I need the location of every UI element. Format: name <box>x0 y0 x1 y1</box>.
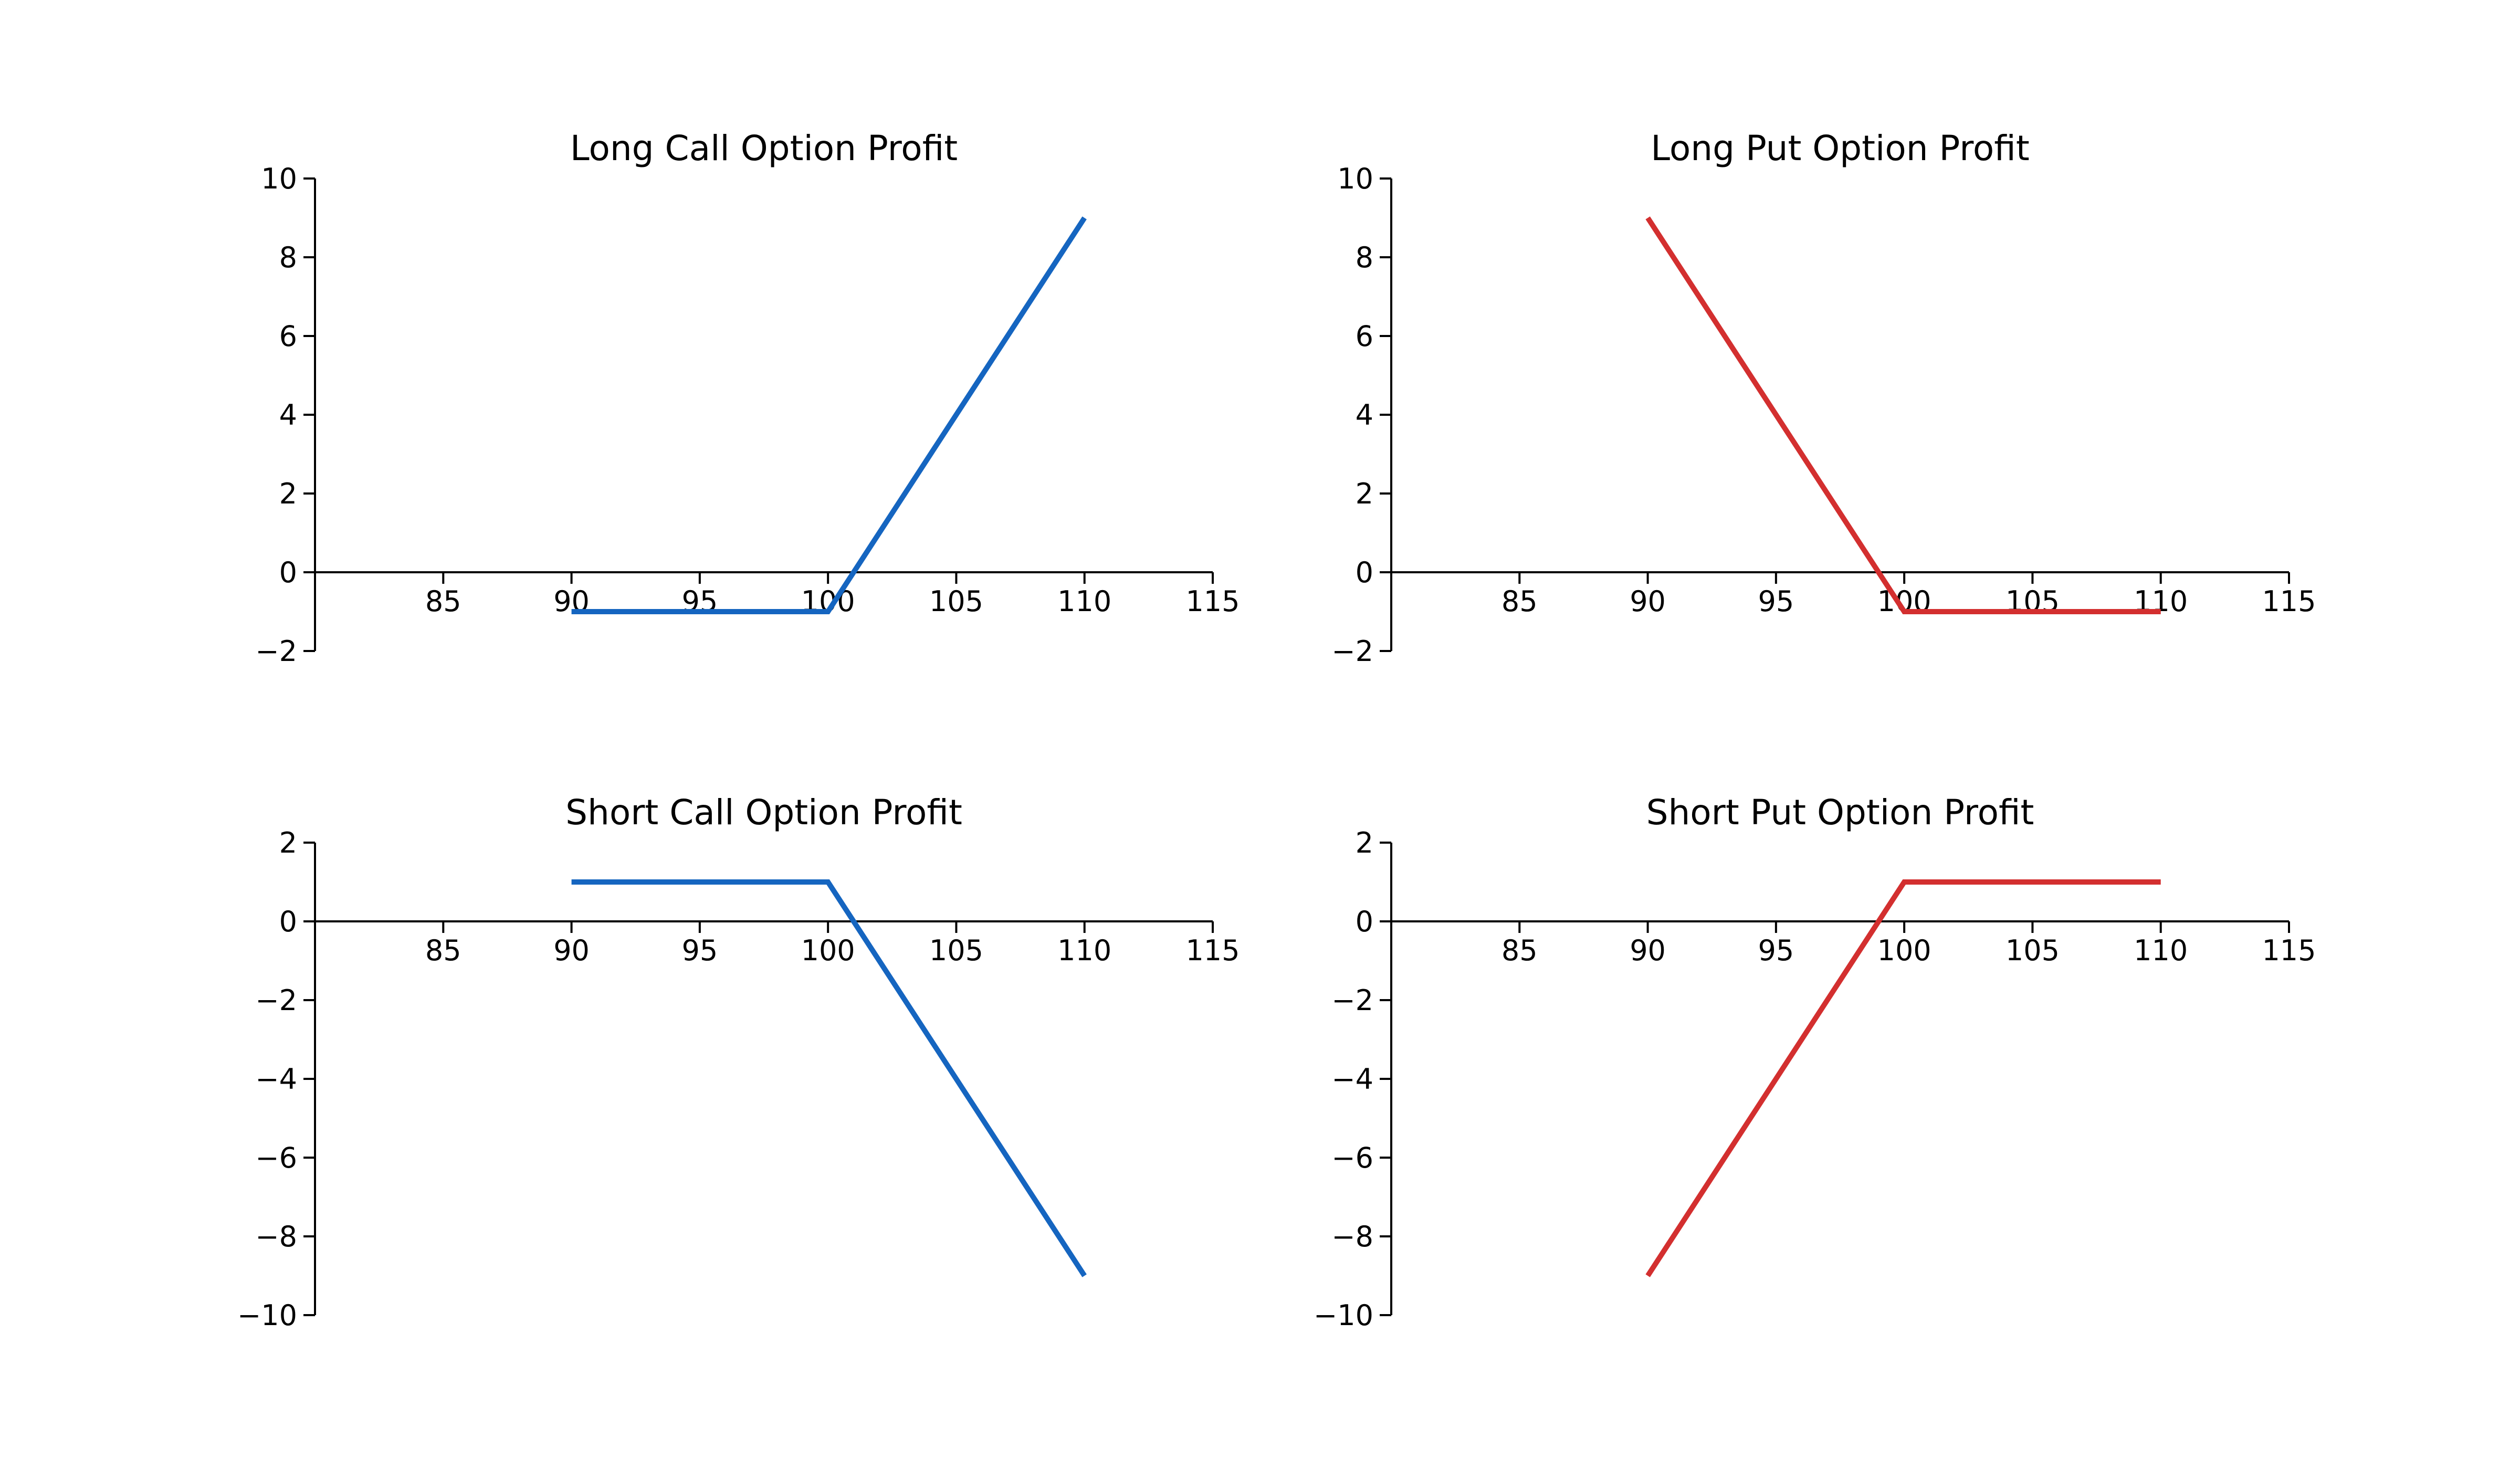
y-tick-label: 4 <box>279 398 297 432</box>
x-tick-label: 110 <box>1057 585 1111 618</box>
x-tick-label: 85 <box>1502 934 1538 967</box>
x-tick-label: 85 <box>425 934 461 967</box>
y-tick-label: 2 <box>1356 826 1373 859</box>
chart-panel-short-call: Short Call Option Profit −10 −8 −6 −4 −2 0 2 85… <box>237 792 1240 1332</box>
x-tick-label: 90 <box>553 934 590 967</box>
x-tick-label: 90 <box>1630 585 1666 618</box>
chart-title: Short Call Option Profit <box>565 792 962 833</box>
y-tick-label: −6 <box>1331 1141 1373 1174</box>
x-tick-label: 85 <box>425 585 461 618</box>
y-tick-label: −4 <box>255 1063 297 1096</box>
x-tick-label: 100 <box>1877 934 1931 967</box>
y-tick-label: −2 <box>1331 635 1373 668</box>
profit-line <box>1645 216 2161 614</box>
x-tick-label: 115 <box>1185 934 1240 967</box>
chart-panel-short-put: Short Put Option Profit −10 −8 −6 −4 −2 0 2 85 9… <box>1314 792 2316 1332</box>
y-tick-label: −6 <box>255 1141 297 1174</box>
x-tick-label: 100 <box>801 934 855 967</box>
y-tick-label: −8 <box>255 1220 297 1253</box>
y-tick-label: 6 <box>279 320 297 353</box>
x-tick-label: 105 <box>929 934 983 967</box>
x-tick-label: 85 <box>1502 585 1538 618</box>
x-tick-label: 115 <box>1185 585 1240 618</box>
y-tick-label: −10 <box>237 1299 297 1332</box>
y-tick-label: 8 <box>1356 241 1373 274</box>
y-tick-label: −10 <box>1314 1299 1373 1332</box>
x-tick-label: 90 <box>1630 934 1666 967</box>
y-tick-label: 0 <box>279 905 297 938</box>
chart-title: Long Put Option Profit <box>1651 128 2029 169</box>
y-tick-label: 2 <box>279 826 297 859</box>
profit-line <box>571 879 1087 1277</box>
y-tick-label: −2 <box>255 984 297 1017</box>
profit-line <box>1645 879 2161 1277</box>
x-tick-label: 95 <box>1758 934 1794 967</box>
y-tick-label: −8 <box>1331 1220 1373 1253</box>
y-tick-label: −2 <box>255 635 297 668</box>
chart-title: Short Put Option Profit <box>1646 792 2034 833</box>
y-tick-label: 2 <box>1356 477 1373 510</box>
profit-line <box>571 216 1087 614</box>
y-tick-label: 10 <box>261 162 297 195</box>
y-tick-label: 0 <box>1356 905 1373 938</box>
y-tick-label: 6 <box>1356 320 1373 353</box>
x-tick-label: 105 <box>2006 934 2060 967</box>
y-tick-label: 0 <box>279 556 297 589</box>
y-tick-label: −2 <box>1331 984 1373 1017</box>
x-tick-label: 105 <box>929 585 983 618</box>
x-tick-label: 115 <box>2262 585 2316 618</box>
chart-title: Long Call Option Profit <box>570 128 958 169</box>
x-tick-label: 110 <box>1057 934 1111 967</box>
y-tick-label: 8 <box>279 241 297 274</box>
x-tick-label: 95 <box>1758 585 1794 618</box>
y-tick-label: 4 <box>1356 398 1373 432</box>
x-tick-label: 110 <box>2134 934 2188 967</box>
y-tick-label: 0 <box>1356 556 1373 589</box>
x-tick-label: 115 <box>2262 934 2316 967</box>
x-tick-label: 95 <box>681 934 718 967</box>
y-tick-label: 2 <box>279 477 297 510</box>
y-tick-label: −4 <box>1331 1063 1373 1096</box>
y-tick-label: 10 <box>1337 162 1373 195</box>
